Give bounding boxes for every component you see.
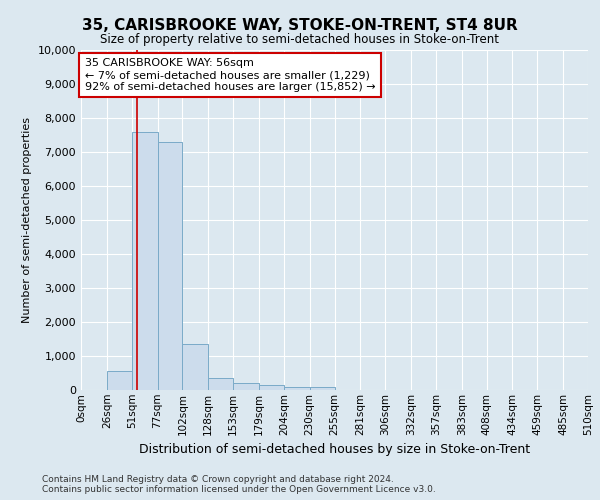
Bar — [208, 378, 233, 390]
Bar — [132, 132, 158, 390]
Text: Size of property relative to semi-detached houses in Stoke-on-Trent: Size of property relative to semi-detach… — [101, 32, 499, 46]
Bar — [182, 344, 208, 390]
Y-axis label: Number of semi-detached properties: Number of semi-detached properties — [22, 117, 32, 323]
Text: Contains HM Land Registry data © Crown copyright and database right 2024.
Contai: Contains HM Land Registry data © Crown c… — [42, 474, 436, 494]
Bar — [158, 142, 182, 390]
Bar — [259, 385, 284, 390]
X-axis label: Distribution of semi-detached houses by size in Stoke-on-Trent: Distribution of semi-detached houses by … — [139, 443, 530, 456]
Bar — [107, 372, 132, 390]
Bar — [310, 386, 335, 390]
Text: 35, CARISBROOKE WAY, STOKE-ON-TRENT, ST4 8UR: 35, CARISBROOKE WAY, STOKE-ON-TRENT, ST4… — [82, 18, 518, 32]
Bar — [233, 383, 259, 390]
Text: 35 CARISBROOKE WAY: 56sqm
← 7% of semi-detached houses are smaller (1,229)
92% o: 35 CARISBROOKE WAY: 56sqm ← 7% of semi-d… — [85, 58, 376, 92]
Bar — [284, 386, 310, 390]
